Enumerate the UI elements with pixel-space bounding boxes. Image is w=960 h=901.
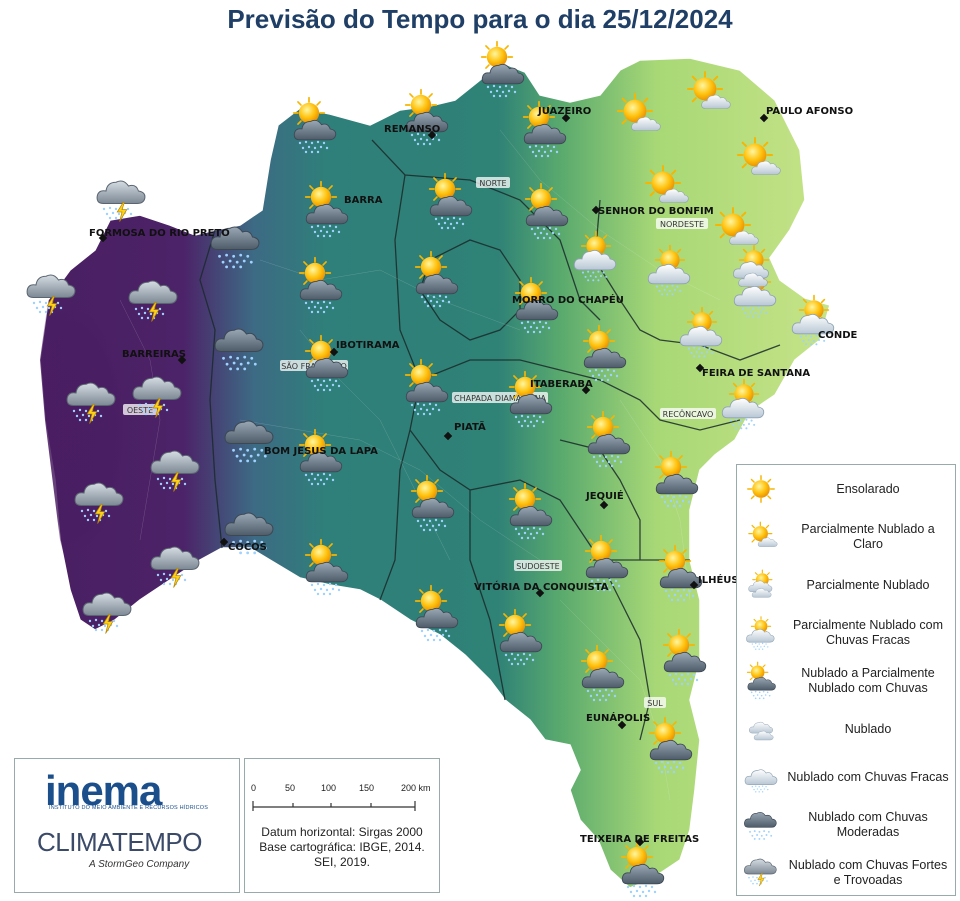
scale-bar (252, 801, 416, 811)
city-formosa-do-rio-preto: FORMOSA DO RIO PRETO (89, 228, 230, 239)
scale-tick: 50 (285, 783, 296, 793)
city-cocos: COCOS (228, 542, 267, 553)
region-reconcavo: RECÔNCAVO (663, 408, 714, 419)
legend-item: Nublado com Chuvas Fracas (737, 753, 955, 801)
legend-label: Ensolarado (836, 481, 900, 496)
city-vitoria-da-conquista: VITÓRIA DA CONQUISTA (474, 580, 609, 593)
inema-logo: inema (45, 767, 162, 814)
city-morro-do-chapeu: MORRO DO CHAPÉU (512, 293, 624, 306)
legend-item: Nublado (737, 705, 955, 753)
legend-label: Nublado com Chuvas Moderadas (808, 810, 928, 839)
sunny-icon (739, 469, 783, 509)
datum-line: SEI, 2019. (313, 855, 371, 869)
map-title: Previsão do Tempo para o dia 25/12/2024 (227, 4, 733, 34)
region-oeste: OESTE (127, 406, 153, 415)
scale-tick: 200 km (401, 783, 431, 793)
city-barra: BARRA (344, 195, 383, 206)
city-teixeira-de-freitas: TEIXEIRA DE FREITAS (580, 834, 699, 845)
legend-item: Parcialmente Nublado (737, 561, 955, 609)
region-norte: NORTE (479, 179, 506, 188)
city-eunapolis: EUNÁPOLIS (586, 711, 650, 724)
legend-label: Nublado com Chuvas Fortes e Trovoadas (788, 858, 948, 887)
logos-box: inema INSTITUTO DO MEIO AMBIENTE E RECUR… (14, 758, 240, 893)
city-itaberaba: ITABERABA (530, 379, 593, 390)
inema-subtitle: INSTITUTO DO MEIO AMBIENTE E RECURSOS HÍ… (49, 805, 209, 811)
cloudy-partly-rain-icon (739, 661, 783, 701)
city-bom-jesus-da-lapa: BOM JESUS DA LAPA (264, 446, 378, 457)
region-chapada-diamantina: CHAPADA DIAMANTINA (454, 394, 546, 403)
legend-item: Nublado com Chuvas Moderadas (737, 801, 955, 849)
legend: Ensolarado Parcialmente Nublado a Claro … (736, 464, 956, 896)
city-remanso: REMANSO (384, 124, 440, 135)
region-nordeste: NORDESTE (660, 220, 704, 229)
legend-item: Ensolarado (737, 465, 955, 513)
climatempo-logo: CLIMATEMPO (37, 827, 202, 857)
datum-line: Base cartográfica: IBGE, 2014. (259, 840, 425, 854)
climatempo-subtitle: A StormGeo Company (89, 859, 190, 870)
legend-label: Nublado com Chuvas Fracas (787, 769, 949, 784)
legend-item: Parcialmente Nublado com Chuvas Fracas (737, 609, 955, 657)
scale-tick: 150 (359, 783, 375, 793)
west-region-shade (40, 240, 222, 620)
legend-item: Parcialmente Nublado a Claro (737, 513, 955, 561)
partly-cloudy-light-rain-icon (739, 613, 783, 653)
scale-tick: 0 (251, 783, 257, 793)
datum-line: Datum horizontal: Sirgas 2000 (261, 825, 423, 839)
legend-label: Nublado (844, 721, 892, 736)
city-jequie: JEQUIÉ (585, 489, 624, 502)
legend-label: Parcialmente Nublado com Chuvas Fracas (792, 618, 944, 647)
region-sudoeste: SUDOESTE (516, 562, 559, 571)
cloudy-heavy-rain-thunder-icon (739, 853, 783, 893)
city-barreiras: BARREIRAS (122, 349, 186, 360)
city-senhor-do-bonfim: SENHOR DO BONFIM (598, 206, 714, 217)
region-sul: SUL (647, 699, 663, 708)
city-ilheus: ILHÉUS (698, 573, 739, 586)
city-feira-de-santana: FEIRA DE SANTANA (702, 368, 810, 379)
bahia-map: NORTE NORDESTE SÃO FRANCISCO OESTE CHAPA… (0, 36, 858, 901)
city-conde: CONDE (818, 330, 858, 341)
city-piata: PIATÃ (454, 420, 486, 433)
city-ibotirama: IBOTIRAMA (336, 340, 400, 351)
legend-label: Parcialmente Nublado (806, 577, 930, 592)
city-juazeiro: JUAZEIRO (537, 106, 591, 117)
legend-label: Parcialmente Nublado a Claro (801, 522, 935, 551)
scale-box: 0 50 100 150 200 km Datum horizontal: Si… (244, 758, 440, 893)
partly-cloudy-icon (739, 565, 783, 605)
legend-item: Nublado com Chuvas Fortes e Trovoadas (737, 849, 955, 897)
legend-item: Nublado a Parcialmente Nublado com Chuva… (737, 657, 955, 705)
scale-tick: 100 (321, 783, 337, 793)
legend-label: Nublado a Parcialmente Nublado com Chuva… (801, 666, 935, 695)
cloudy-moderate-rain-icon (739, 805, 783, 845)
city-paulo-afonso: PAULO AFONSO (766, 106, 853, 117)
datum-text: Datum horizontal: Sirgas 2000 Base carto… (249, 825, 435, 870)
cloudy-light-rain-icon (739, 757, 783, 797)
cloudy-icon (739, 709, 783, 749)
partly-cloudy-clear-icon (739, 517, 783, 557)
